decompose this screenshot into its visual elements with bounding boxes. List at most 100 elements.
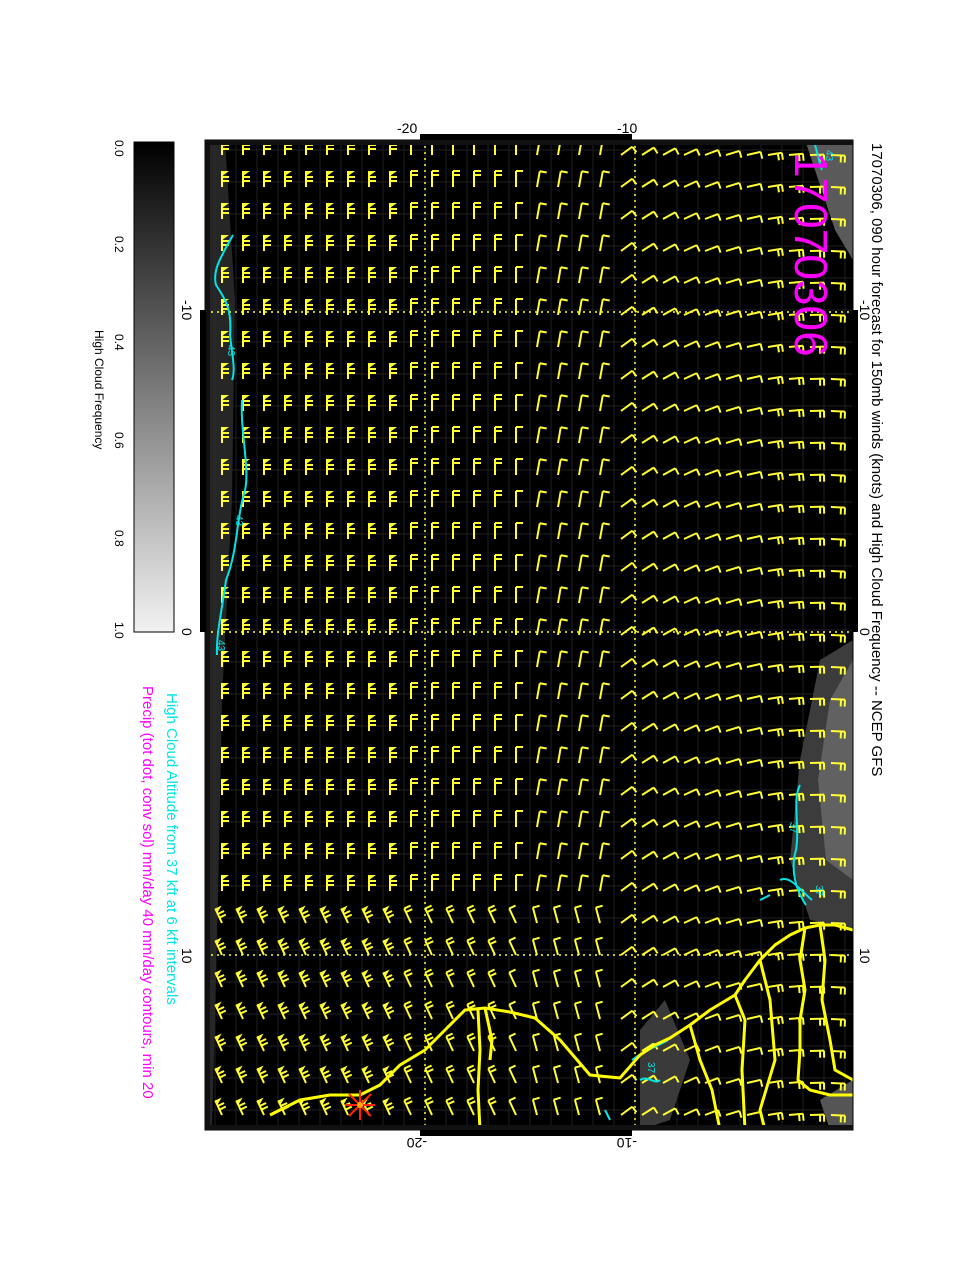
wind-barb [347,299,355,315]
wind-barb [298,1001,311,1020]
wind-barb [746,822,764,831]
wind-barb [326,747,334,763]
wind-barb [620,177,638,188]
wind-barb [326,299,334,315]
wind-barb [452,746,460,763]
wind-barb [263,555,271,571]
wind-barb [620,817,638,828]
wind-barb [326,171,334,187]
wind-barb [594,1096,603,1116]
wind-barb [235,1033,248,1052]
wind-barb [389,331,397,347]
wind-barb [214,937,227,956]
wind-barb [599,394,610,412]
wind-barb [410,650,418,667]
border-c [733,994,747,1130]
colorbar-tick: 0.2 [112,236,126,253]
tick-bottom: -20 [407,1135,427,1151]
wind-barb [557,202,568,220]
wind-barb [221,555,229,571]
wind-barb [326,235,334,251]
wind-barb [809,249,826,258]
tick-top-left: -20 [397,120,417,136]
wind-barb [445,1000,455,1020]
wind-barb [662,179,680,188]
wind-barb [221,779,229,795]
wind-barb [305,171,313,187]
wind-barb [263,171,271,187]
wind-barb [746,534,764,543]
wind-barb [683,1076,701,1084]
wind-barb [531,1032,540,1052]
wind-barb [340,905,353,924]
wind-barb [767,791,784,801]
wind-barb [620,913,638,924]
wind-barb [221,683,229,699]
wind-barb [536,746,547,764]
wind-barb [536,810,547,828]
wind-barb [557,266,568,284]
wind-barb [641,658,659,668]
wind-barb [599,746,610,764]
wind-barb [515,618,523,635]
wind-barb [578,874,589,892]
legend-cloud-altitude: High Cloud Altitude from 37 kft at 6 kft… [163,693,180,1005]
wind-barb [515,362,523,379]
wind-barb [319,905,332,924]
wind-barb [326,459,334,475]
border-e [818,924,853,1082]
wind-barb [410,618,418,635]
wind-barb [725,853,743,862]
wind-barb [298,1065,311,1084]
wind-barb [683,244,701,252]
wind-barb [389,171,397,187]
wind-barb [368,235,376,251]
wind-barb [809,857,826,866]
wind-barb [809,729,826,738]
wind-barb [242,299,250,315]
wind-barb [284,715,292,731]
wind-barb [830,762,846,771]
wind-barb [494,746,502,763]
wind-barb [508,904,517,924]
wind-barb [221,491,229,507]
wind-barb [725,373,743,382]
contour-label: 37 [645,1062,656,1074]
wind-barb [410,714,418,731]
wind-barb [368,171,376,187]
wind-barb [557,458,568,476]
contour-label: 43 [225,345,236,357]
wind-barb [683,468,701,476]
cloud-altitude-contours [214,144,823,1121]
wind-barb [725,213,743,222]
wind-barb [410,874,418,891]
coastlines [269,923,853,1130]
wind-barb [452,810,460,827]
wind-barb [410,426,418,443]
wind-barb [641,722,659,732]
wind-barb [552,936,561,956]
wind-barb [326,587,334,603]
wind-barb [641,786,659,796]
wind-barb [340,937,353,956]
wind-barb [347,235,355,251]
wind-barb [809,665,826,674]
wind-barb [788,792,805,802]
wind-barb [263,299,271,315]
wind-barb [578,426,589,444]
wind-barb [683,852,701,860]
wind-barb [347,491,355,507]
wind-barb [452,682,460,699]
wind-barb [452,490,460,507]
wind-barb [263,523,271,539]
wind-barb [389,779,397,795]
wind-barb [620,753,638,764]
wind-barb [809,217,826,226]
wind-barb [620,1041,638,1052]
wind-barb [368,779,376,795]
wind-barb [410,330,418,347]
wind-barb [620,1105,638,1116]
wind-barb [214,905,227,924]
wind-barb [305,267,313,283]
